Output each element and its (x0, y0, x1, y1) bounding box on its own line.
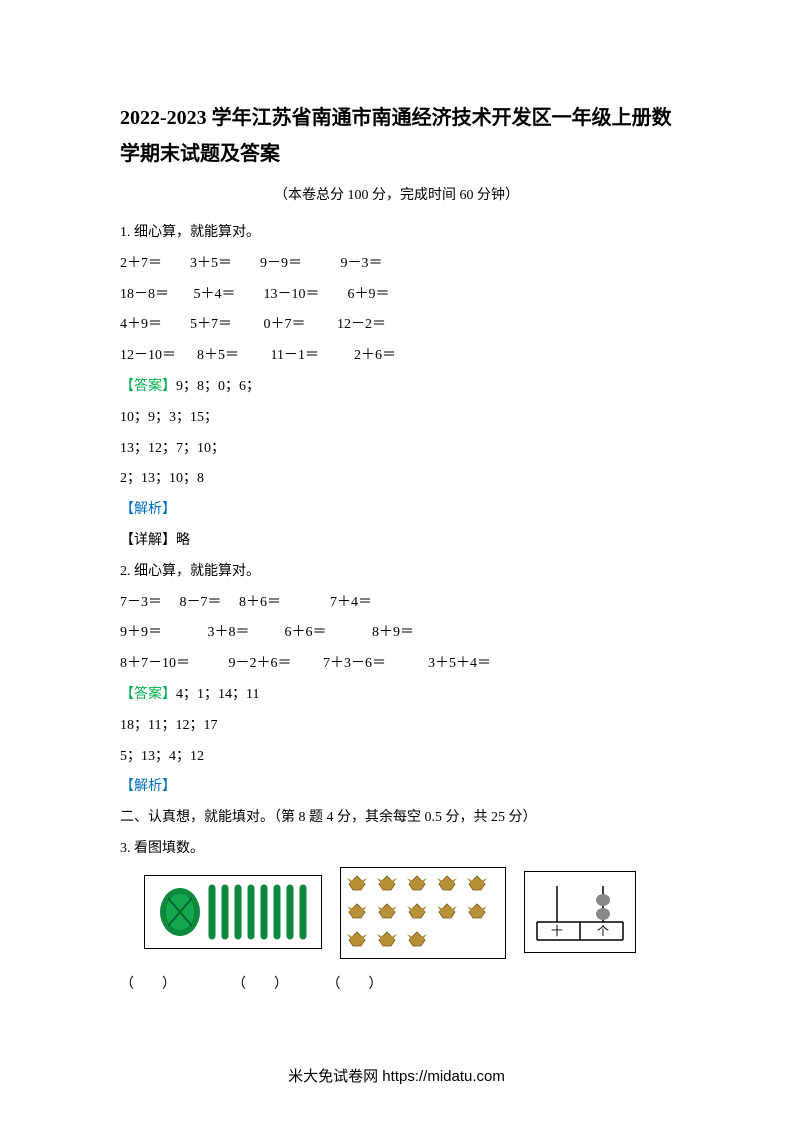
q3-images-row: 十 个 (120, 875, 673, 959)
q2-answer-line: 【答案】4；1；14；11 (120, 680, 673, 711)
answer-text: 4；1；14；11 (176, 687, 259, 702)
q1-answer-line: 13；12；7；10； (120, 434, 673, 465)
abacus-label-tens: 十 (551, 924, 563, 938)
document-title: 2022-2023 学年江苏省南通市南通经济技术开发区一年级上册数学期末试题及答… (120, 100, 673, 172)
q3-image-birds (340, 867, 506, 959)
answer-label: 【答案】 (120, 687, 176, 702)
section2-heading: 二、认真想，就能填对。（第 8 题 4 分，其余每空 0.5 分，共 25 分） (120, 803, 673, 834)
q1-row: 4＋9＝ 5＋7＝ 0＋7＝ 12－2＝ (120, 310, 673, 341)
q1-heading: 1. 细心算，就能算对。 (120, 218, 673, 249)
q3-image-abacus: 十 个 (524, 871, 636, 953)
answer-label: 【答案】 (120, 379, 176, 394)
abacus-label-ones: 个 (597, 924, 609, 938)
q2-analysis-label: 【解析】 (120, 772, 673, 803)
q1-answer-line: 【答案】9；8；0；6； (120, 372, 673, 403)
q3-heading: 3. 看图填数。 (120, 834, 673, 865)
q2-row: 7－3＝ 8－7＝ 8＋6＝ 7＋4＝ (120, 588, 673, 619)
answer-text: 9；8；0；6； (176, 379, 260, 394)
q2-row: 8＋7－10＝ 9－2＋6＝ 7＋3－6＝ 3＋5＋4＝ (120, 649, 673, 680)
q2-answer-line: 18；11；12；17 (120, 711, 673, 742)
q1-row: 12－10＝ 8＋5＝ 11－1＝ 2＋6＝ (120, 341, 673, 372)
q1-answer-line: 2；13；10；8 (120, 464, 673, 495)
document-subtitle: （本卷总分 100 分，完成时间 60 分钟） (120, 184, 673, 204)
q2-row: 9＋9＝ 3＋8＝ 6＋6＝ 8＋9＝ (120, 618, 673, 649)
q1-row: 2＋7＝ 3＋5＝ 9－9＝ 9－3＝ (120, 249, 673, 280)
q1-answer-line: 10；9；3；15； (120, 403, 673, 434)
q1-detail: 【详解】略 (120, 526, 673, 557)
page-footer: 米大免试卷网 https://midatu.com (0, 1065, 793, 1086)
q3-image-sticks (144, 875, 322, 949)
q2-heading: 2. 细心算，就能算对。 (120, 557, 673, 588)
q3-blanks: （ ） （ ） （ ） (120, 973, 673, 993)
q1-row: 18－8＝ 5＋4＝ 13－10＝ 6＋9＝ (120, 280, 673, 311)
q1-analysis-label: 【解析】 (120, 495, 673, 526)
q2-answer-line: 5；13；4；12 (120, 742, 673, 773)
